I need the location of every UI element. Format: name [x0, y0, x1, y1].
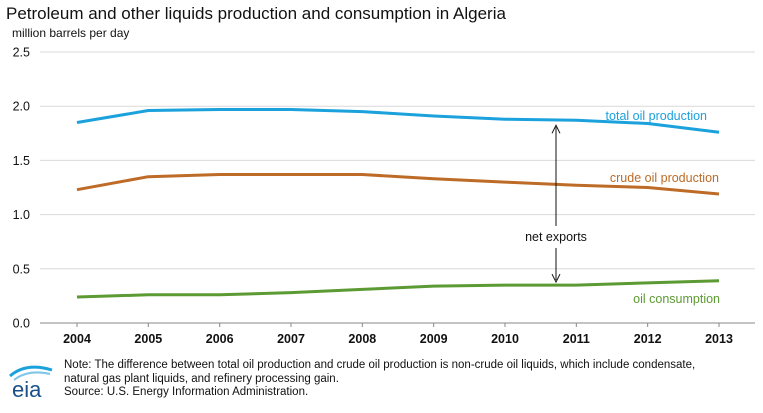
annotation-label: net exports	[525, 230, 587, 244]
y-tick-label: 2.0	[13, 100, 30, 114]
source-line: Source: U.S. Energy Information Administ…	[64, 386, 309, 398]
x-tick-label: 2011	[563, 332, 590, 346]
series-line-crude	[76, 173, 720, 196]
note-line-2: natural gas plant liquids, and refinery …	[64, 372, 339, 385]
x-tick-label: 2004	[63, 332, 91, 346]
series-label-consumption: oil consumption	[633, 292, 720, 306]
series-label-crude: crude oil production	[610, 171, 719, 185]
series-line-total	[76, 108, 720, 134]
eia-logo: eia	[6, 364, 58, 407]
chart-title: Petroleum and other liquids production a…	[6, 4, 506, 23]
y-axis-unit: million barrels per day	[12, 26, 130, 40]
chart-notes: Note: The difference between total oil p…	[64, 359, 754, 400]
y-tick-label: 0.0	[13, 317, 30, 331]
x-tick-label: 2009	[420, 332, 448, 346]
x-tick-label: 2006	[206, 332, 234, 346]
arrow-head-up-icon	[551, 124, 561, 134]
y-tick-label: 0.5	[13, 262, 30, 276]
series-lines	[76, 108, 720, 299]
x-tick-label: 2012	[634, 332, 662, 346]
net-exports-annotation: net exports	[525, 124, 587, 284]
x-tick-label: 2013	[705, 332, 733, 346]
series-labels: total oil production crude oil production…	[606, 109, 720, 306]
arrow-head-down-icon	[551, 273, 561, 284]
x-tick-label: 2007	[277, 332, 305, 346]
axes: 0.0 0.5 1.0 1.5 2.0 2.5 2004 2005 2006 2007 2008 20…	[13, 46, 755, 346]
series-line-consumption	[76, 279, 720, 299]
series-label-total: total oil production	[606, 109, 708, 123]
note-line-1: Note: The difference between total oil p…	[64, 359, 696, 371]
logo-text: eia	[12, 377, 42, 402]
chart-svg: 0.0 0.5 1.0 1.5 2.0 2.5 2004 2005 2006 2007 2008 20…	[13, 46, 755, 346]
x-tick-label: 2005	[134, 332, 162, 346]
x-tick-label: 2008	[348, 332, 376, 346]
y-tick-label: 1.0	[13, 208, 30, 222]
grid-lines	[40, 51, 755, 270]
x-tick-label: 2010	[491, 332, 519, 346]
y-tick-label: 1.5	[13, 154, 30, 168]
logo-swoosh-icon	[9, 365, 53, 381]
y-tick-label: 2.5	[13, 46, 30, 60]
